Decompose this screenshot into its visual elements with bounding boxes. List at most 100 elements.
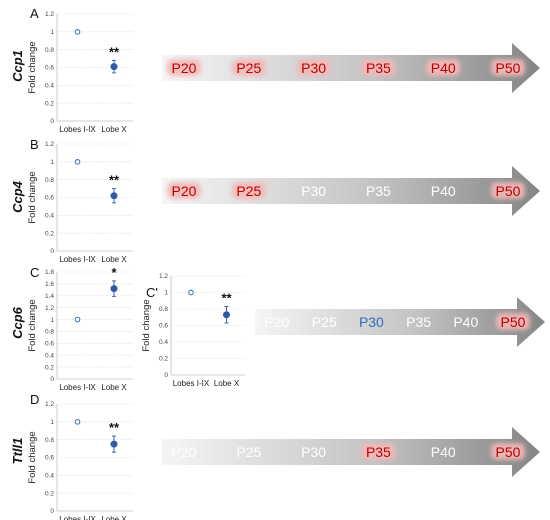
gene-name: Ccp1: [10, 50, 25, 82]
y-tick-label: 0: [50, 118, 54, 125]
chart-panel-4: 0 0.2 0.4 0.6 0.8 1 1.2 Lobes I-IX Lobe X Fold ch…: [10, 392, 133, 520]
stage-label: P20: [265, 314, 290, 330]
stage-label: P50: [501, 314, 526, 330]
panel-letter: D: [30, 392, 39, 407]
stage-highlight: [491, 443, 525, 460]
x-category-label: Lobes I-IX: [59, 515, 96, 520]
stage-highlight: [296, 59, 331, 76]
y-axis-label: Fold change: [27, 299, 38, 351]
x-category-label: Lobes I-IX: [59, 255, 96, 264]
stage-label: P30: [301, 60, 326, 76]
y-tick-label: 0.4: [159, 339, 168, 346]
y-tick-label: 0.8: [45, 437, 54, 444]
y-tick-label: 0.4: [45, 83, 54, 90]
x-category-label: Lobes I-IX: [59, 125, 96, 134]
y-tick-label: 0.8: [45, 47, 54, 54]
x-category-label: Lobes I-IX: [173, 379, 210, 388]
y-axis-label: Fold change: [27, 171, 38, 223]
data-point-control: [74, 158, 81, 165]
y-tick-label: 1.2: [45, 401, 54, 408]
chart-panel-0: 0 0.2 0.4 0.6 0.8 1 1.2 Lobes I-IX Lobe X Fold ch…: [10, 6, 133, 134]
stage-highlight: [361, 443, 396, 460]
data-point-control: [74, 316, 81, 323]
stage-highlight: [491, 59, 525, 76]
y-tick-label: 1: [50, 419, 54, 426]
x-category-label: Lobe X: [101, 125, 127, 134]
timeline-arrow: [255, 297, 545, 347]
significance-marker: **: [109, 173, 120, 188]
stage-label: P50: [496, 444, 521, 460]
stage-label: P50: [496, 183, 521, 199]
y-tick-label: 0.2: [45, 100, 54, 107]
y-axis-label: Fold change: [27, 41, 38, 93]
stage-label: P50: [496, 60, 521, 76]
y-tick-label: 0.6: [159, 323, 168, 330]
y-tick-label: 0.6: [45, 341, 54, 348]
y-tick-label: 0.6: [45, 195, 54, 202]
chart-panel-3: 0 0.2 0.4 0.6 0.8 1 1.2 Lobes I-IX Lobe X Fold ch…: [141, 273, 245, 388]
x-category-label: Lobes I-IX: [59, 383, 96, 392]
data-point-control: [188, 289, 194, 296]
gene-name: Ccp4: [10, 180, 25, 213]
significance-marker: **: [109, 420, 120, 435]
stage-label: P35: [366, 183, 391, 199]
timeline-arrow: [162, 427, 540, 477]
stage-label: P35: [406, 314, 431, 330]
y-tick-label: 1.8: [45, 269, 54, 276]
y-tick-label: 0.8: [159, 306, 168, 313]
y-tick-label: 0: [50, 508, 54, 515]
stage-label: P20: [172, 60, 197, 76]
y-tick-label: 1.2: [45, 11, 54, 18]
significance-marker: **: [221, 291, 232, 306]
plots-layer: 0 0.2 0.4 0.6 0.8 1 1.2 Lobes I-IX Lobe X Fold ch…: [10, 6, 245, 520]
y-tick-label: 0: [50, 376, 54, 383]
stage-label: P25: [312, 314, 337, 330]
stage-label: P40: [431, 60, 456, 76]
gene-name: Ttll1: [10, 438, 25, 465]
y-tick-label: 0.2: [45, 490, 54, 497]
y-tick-label: 1.4: [45, 293, 54, 300]
x-category-label: Lobe X: [101, 255, 127, 264]
stage-label: P40: [431, 183, 456, 199]
chart-panel-2: 0 0.2 0.4 0.6 0.8 1 1.2 1.4 1.6 1.8 Lobes I-IX Lobe…: [10, 265, 133, 392]
timeline-A: P20 P25 P30 P35 P40 P50: [162, 43, 540, 93]
y-tick-label: 0.4: [45, 473, 54, 480]
significance-marker: *: [111, 265, 117, 280]
timeline-D: P20 P25 P30 P35 P40 P50: [162, 427, 540, 477]
timeline-B: P20 P25 P30 P35 P40 P50: [162, 166, 540, 216]
y-tick-label: 0.8: [45, 177, 54, 184]
significance-marker: **: [109, 44, 120, 59]
stage-label: P35: [366, 444, 391, 460]
x-category-label: Lobe X: [101, 383, 127, 392]
stage-label: P40: [453, 314, 478, 330]
data-point-lobe-x: [222, 311, 230, 319]
stage-label: P20: [172, 183, 197, 199]
data-point-control: [74, 418, 81, 425]
timeline-arrow: [162, 43, 540, 93]
y-tick-label: 0: [50, 248, 54, 255]
data-point-control: [74, 28, 81, 35]
y-tick-label: 1: [164, 290, 168, 297]
y-tick-label: 0.2: [45, 364, 54, 371]
y-tick-label: 1: [50, 317, 54, 324]
stage-highlight: [231, 59, 266, 76]
stage-highlight: [496, 313, 530, 330]
y-tick-label: 0: [164, 372, 168, 379]
y-tick-label: 0.2: [45, 230, 54, 237]
panel-letter: C': [146, 285, 158, 300]
y-tick-label: 1.2: [159, 273, 168, 280]
x-category-label: Lobe X: [214, 379, 240, 388]
panel-letter: A: [30, 6, 39, 21]
y-tick-label: 1: [50, 29, 54, 36]
stage-highlight: [426, 59, 461, 76]
y-tick-label: 0.6: [45, 455, 54, 462]
stage-label: P25: [236, 183, 261, 199]
y-axis-label: Fold change: [27, 431, 38, 483]
y-tick-label: 0.4: [45, 352, 54, 359]
stage-label: P40: [431, 444, 456, 460]
stage-highlight: [491, 182, 525, 199]
y-tick-label: 0.4: [45, 213, 54, 220]
stage-highlight: [231, 182, 266, 199]
